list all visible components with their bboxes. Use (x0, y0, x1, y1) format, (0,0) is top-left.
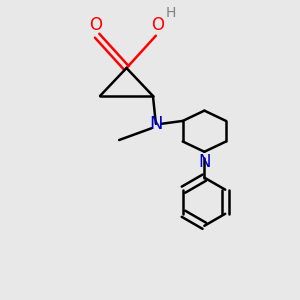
Text: O: O (151, 16, 164, 34)
Text: O: O (89, 16, 102, 34)
Text: N: N (149, 115, 163, 133)
Text: H: H (166, 6, 176, 20)
Text: N: N (198, 153, 211, 171)
